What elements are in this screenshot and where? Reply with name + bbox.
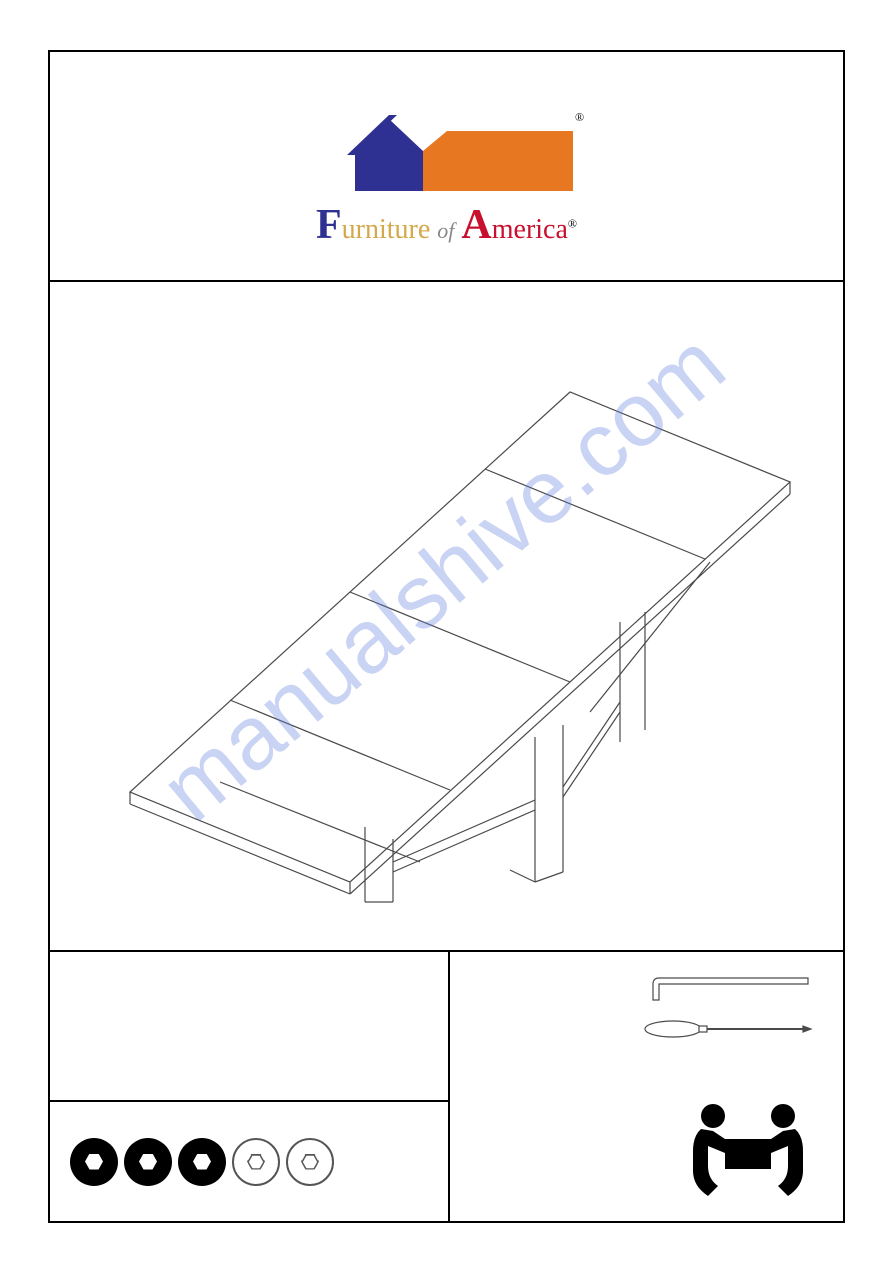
product-diagram-section: manualshive.com — [50, 282, 843, 952]
two-person-assembly-icon — [683, 1101, 813, 1201]
screwdriver-icon — [643, 1017, 813, 1041]
brand-text-merica: merica — [492, 214, 568, 245]
hex-bolt-icon — [178, 1138, 226, 1186]
hex-bolt-icon — [70, 1138, 118, 1186]
logo-houses-graphic: ® — [307, 103, 587, 193]
bottom-left-column — [50, 952, 448, 1221]
brand-text-of: of — [437, 218, 454, 243]
table-line-drawing — [90, 342, 810, 922]
brand-letter-a: A — [461, 202, 491, 248]
document-frame: ® Furniture of America® — [48, 50, 845, 1223]
header-section: ® Furniture of America® — [50, 52, 843, 282]
tools-required — [643, 972, 813, 1041]
empty-info-section — [50, 952, 448, 1102]
hex-bolt-icon — [124, 1138, 172, 1186]
houses-icon: ® — [307, 103, 587, 193]
svg-text:®: ® — [575, 110, 584, 124]
tools-people-section — [448, 952, 843, 1221]
brand-text-urniture: urniture — [342, 214, 431, 245]
allen-key-icon — [643, 972, 813, 1002]
washer-icon — [286, 1138, 334, 1186]
hardware-section — [50, 1102, 448, 1221]
brand-letter-f: F — [316, 202, 342, 248]
registered-mark-icon: ® — [568, 217, 577, 231]
brand-name: Furniture of America® — [316, 201, 577, 249]
bottom-sections — [50, 952, 843, 1221]
washer-icon — [232, 1138, 280, 1186]
brand-logo: ® Furniture of America® — [307, 103, 587, 249]
